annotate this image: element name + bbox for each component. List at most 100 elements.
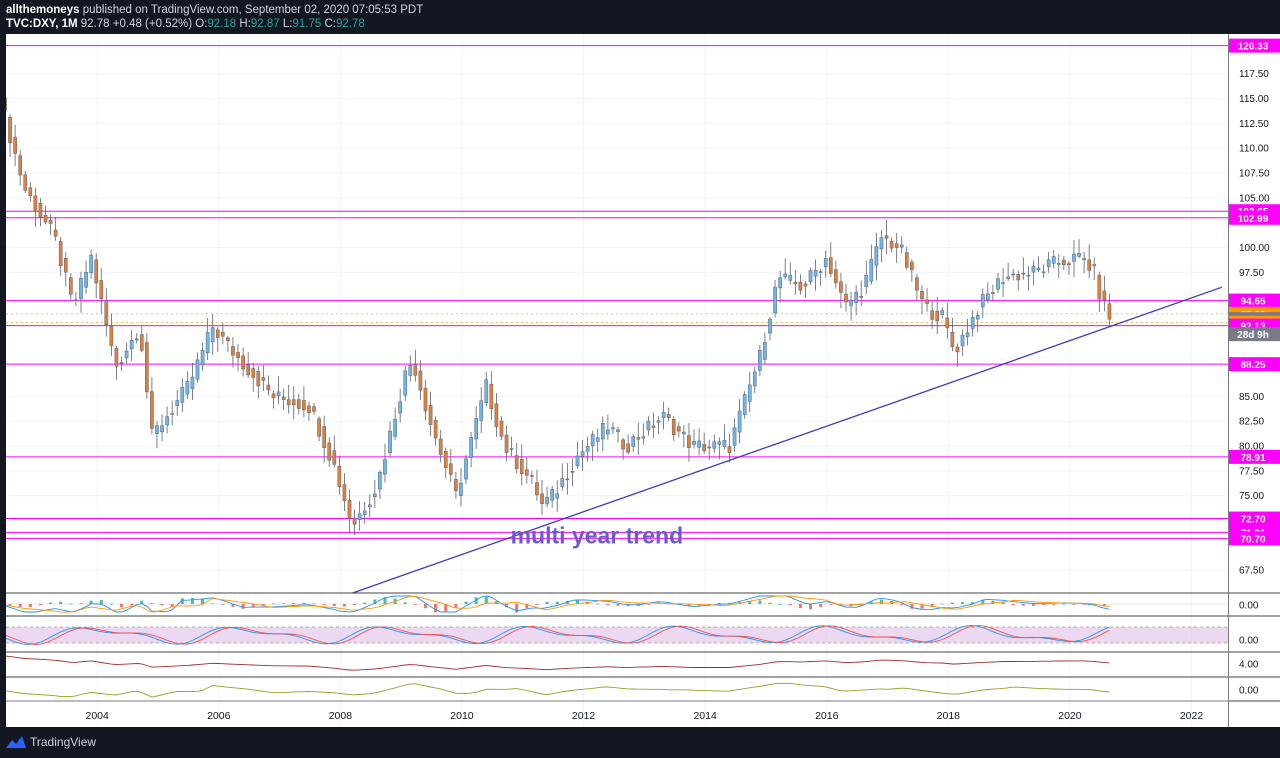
candle-body — [352, 517, 357, 525]
candle-body — [859, 296, 864, 298]
candle-body — [631, 436, 636, 447]
candle-body — [519, 459, 524, 475]
macd-histogram-bar — [535, 604, 539, 605]
pane-axis-label: 0.00 — [1239, 686, 1259, 697]
price-tag — [1229, 511, 1280, 526]
candle-body — [454, 479, 458, 491]
candle-body — [535, 482, 539, 496]
macd-histogram-bar — [231, 604, 235, 607]
candle-body — [302, 400, 306, 411]
macd-histogram-bar — [778, 604, 782, 605]
candle-body — [611, 427, 615, 430]
candle-body — [84, 271, 88, 288]
macd-histogram-bar — [1082, 604, 1086, 605]
y-tick-label: 112.50 — [1239, 119, 1269, 130]
candle-body — [555, 493, 560, 499]
candle-body — [676, 426, 681, 432]
macd-histogram-bar — [342, 604, 346, 607]
candle-body — [79, 277, 83, 300]
candle-body — [403, 370, 408, 396]
macd-signal — [6, 595, 1110, 613]
candle-body — [737, 410, 742, 433]
candle-body — [925, 299, 929, 304]
candle-body — [170, 413, 174, 415]
macd-histogram-bar — [120, 604, 124, 608]
y-tick-label: 82.50 — [1239, 417, 1264, 428]
candle-body — [945, 317, 950, 329]
macd-histogram-bar — [707, 604, 711, 605]
candle-body — [844, 293, 848, 303]
candle-body — [1056, 263, 1061, 265]
candle-body — [499, 420, 504, 437]
macd-histogram-bar — [221, 604, 225, 605]
candle-body — [585, 446, 590, 452]
macd-histogram-bar — [687, 604, 691, 607]
price-tag-label: 92.13 — [1240, 322, 1265, 333]
candle-body — [205, 332, 210, 354]
price-axis[interactable]: 67.50 75.00 77.50 80.00 82.50 85.00 97.50 100.0… — [1228, 34, 1280, 727]
candle-body — [712, 441, 717, 449]
candle-body — [575, 455, 580, 467]
candle-body — [530, 475, 534, 477]
macd-histogram-bar — [79, 603, 83, 605]
price-chart[interactable]: multi year trend 2004 2006 2008 2010 2012 2014… — [6, 34, 1228, 727]
candle-body — [337, 465, 342, 487]
candle-body — [94, 259, 99, 284]
candle-body — [783, 273, 788, 278]
candle-body — [367, 504, 372, 508]
candle-body — [438, 438, 443, 455]
candle-body — [1082, 258, 1086, 261]
candle-body — [195, 359, 200, 380]
candle-body — [443, 450, 448, 468]
candle-body — [540, 493, 544, 504]
candle-body — [834, 269, 838, 284]
candle-body — [671, 419, 676, 436]
candle-body — [474, 418, 478, 440]
y-tick-label: 85.00 — [1239, 392, 1264, 403]
macd-histogram-bar — [302, 602, 306, 604]
symbol-label[interactable]: TVC:DXY, 1M — [6, 18, 78, 30]
candle-body — [813, 270, 818, 277]
macd-histogram-bar — [879, 599, 883, 604]
y-tick-label: 107.50 — [1239, 169, 1270, 180]
tradingview-logo-icon — [6, 736, 26, 748]
brand-name[interactable]: TradingView — [30, 735, 97, 749]
candle-body — [418, 370, 423, 391]
trendline — [352, 286, 1223, 594]
macd-histogram-bar — [434, 604, 438, 613]
candle-body — [828, 257, 833, 274]
low-label: L: — [282, 18, 293, 30]
candle-body — [317, 418, 321, 437]
candle-body — [383, 459, 387, 475]
candle-body — [722, 439, 727, 447]
candle-body — [889, 240, 894, 249]
macd-histogram-bar — [505, 604, 509, 608]
macd-histogram-bar — [525, 604, 529, 609]
macd-histogram-bar — [1072, 604, 1076, 605]
candle-body — [509, 448, 514, 450]
price-tag — [1229, 357, 1280, 372]
candle-body — [89, 254, 93, 274]
candle-body — [286, 399, 291, 406]
macd-histogram-bar — [312, 603, 316, 605]
candle-body — [104, 300, 109, 326]
candle-body — [236, 352, 240, 358]
macd-histogram-bar — [950, 602, 954, 604]
candle-body — [13, 137, 17, 154]
candle-body — [1046, 259, 1051, 268]
macd-histogram-bar — [454, 604, 458, 608]
macd-histogram-bar — [18, 604, 22, 607]
candle-body — [155, 425, 159, 434]
x-tick-label: 2004 — [86, 710, 110, 722]
author-name[interactable]: allthemoneys — [6, 4, 80, 16]
candle-body — [160, 425, 164, 433]
macd-histogram-bar — [484, 596, 488, 604]
candle-body — [742, 394, 747, 415]
y-tick-label: 97.50 — [1239, 268, 1264, 279]
plot-area[interactable]: multi year trend 2004 2006 2008 2010 2012 2014… — [6, 34, 1228, 727]
x-tick-label: 2020 — [1058, 710, 1082, 722]
candle-body — [484, 379, 489, 403]
candle-body — [991, 292, 995, 295]
candle-body — [327, 442, 332, 461]
chart-stage[interactable]: multi year trend 2004 2006 2008 2010 2012 2014… — [0, 34, 1280, 727]
